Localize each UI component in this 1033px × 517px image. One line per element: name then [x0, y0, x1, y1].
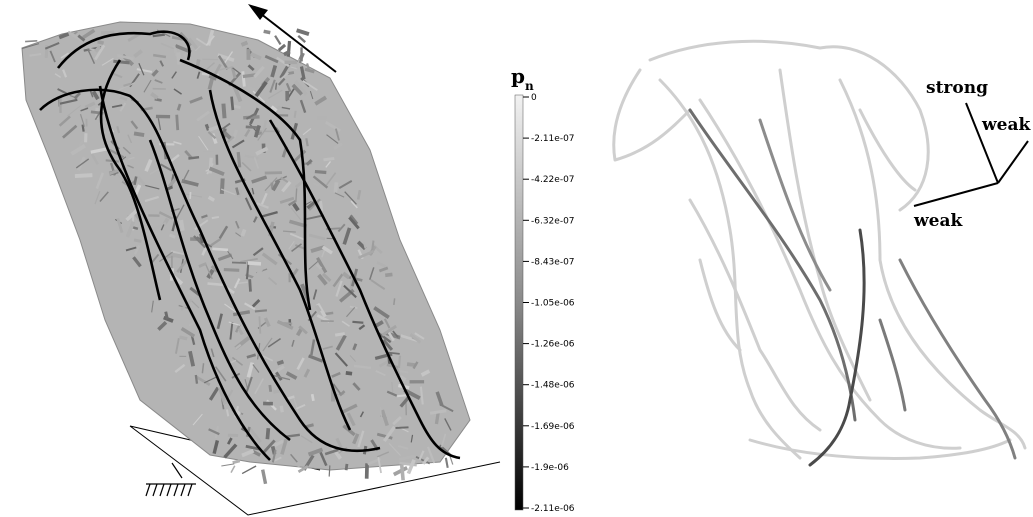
colorbar-tick-label: -4.22e-07 — [531, 175, 575, 185]
force-chains-left — [39, 30, 461, 461]
colorbar-tick-label: -1.48e-06 — [531, 381, 575, 391]
right-panel-force-chains: strong weak weak — [612, 39, 1031, 467]
force-chains-light — [612, 39, 1027, 460]
colorbar-ticks: 0 -2.11e-07 -4.22e-07 -6.32e-07 -8.43e-07 -1.… — [523, 93, 575, 514]
network-contact-bars — [21, 28, 454, 485]
colorbar-title: p — [511, 64, 525, 88]
colorbar-title-subscript: n — [525, 79, 534, 93]
colorbar-tick-label: -2.11e-06 — [531, 504, 575, 514]
label-strong: strong — [926, 78, 988, 98]
principal-axes-icon — [913, 102, 1029, 207]
colorbar-tick-label: -2.11e-07 — [531, 134, 575, 144]
colorbar-tick-label: -6.32e-07 — [531, 216, 575, 226]
colorbar-tick-label: -1.05e-06 — [531, 299, 575, 309]
shear-arrow-icon — [248, 4, 337, 73]
colorbar-tick-label: -8.43e-07 — [531, 257, 575, 267]
colorbar-scale — [514, 94, 524, 511]
colorbar-tick-label: -1.26e-06 — [531, 340, 575, 350]
force-chains-strong — [688, 108, 1017, 467]
colorbar-tick-label: -1.69e-06 — [531, 422, 575, 432]
left-panel-granular-network — [21, 4, 501, 516]
colorbar: p n 0 -2.11e-07 -4.22e-07 -6.32e-07 -8.43e-0… — [511, 64, 575, 514]
label-weak-lower: weak — [913, 211, 963, 231]
colorbar-tick-label: -1.9e-06 — [531, 463, 569, 473]
fixed-support-icon — [145, 462, 196, 497]
label-weak-upper: weak — [981, 115, 1031, 135]
colorbar-tick-label: 0 — [531, 93, 537, 103]
